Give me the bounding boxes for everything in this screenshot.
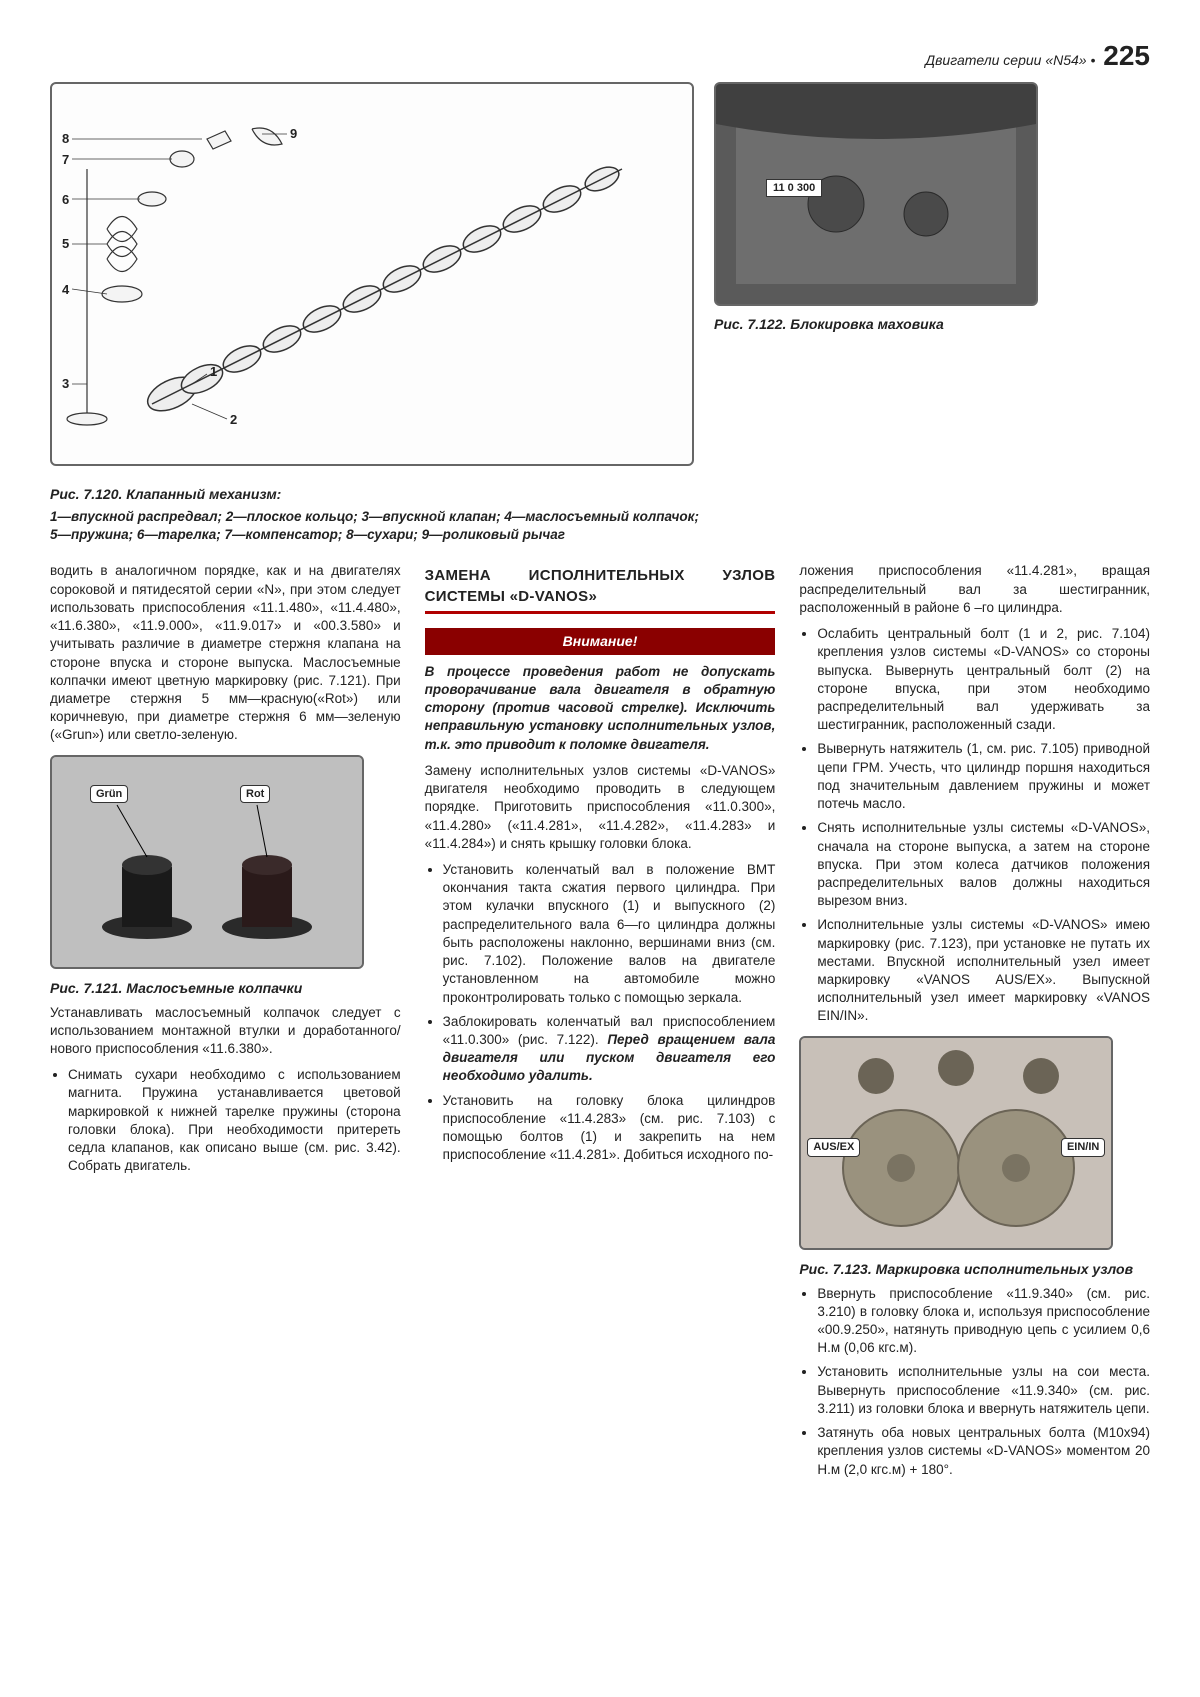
column-1: водить в аналогичном порядке, как и на д… (50, 562, 401, 1486)
figure-7-120-block: 3 4 5 6 7 8 9 1 2 (50, 82, 694, 466)
col1-bullet-1: Снимать сухари необходимо с использовани… (68, 1066, 401, 1175)
figure-7-120: 3 4 5 6 7 8 9 1 2 (50, 82, 694, 466)
col2-para1: Замену исполнительных узлов системы «D-V… (425, 762, 776, 853)
top-figure-row: 3 4 5 6 7 8 9 1 2 11 0 30 (50, 82, 1150, 466)
col1-bullets: Снимать сухари необходимо с использовани… (50, 1066, 401, 1175)
callout-7: 7 (62, 152, 69, 167)
col3-bullet-6: Установить исполнительные узлы на сои ме… (817, 1363, 1150, 1418)
figure-7-122-caption: Рис. 7.122. Блокировка маховика (714, 316, 1054, 332)
callout-2: 2 (230, 412, 237, 427)
figure-7-121: Grün Rot (50, 755, 364, 969)
section-title-dvanos: ЗАМЕНА ИСПОЛНИТЕЛЬНЫХ УЗЛОВ СИСТЕМЫ «D-V… (425, 566, 776, 614)
col3-bullet-1: Ослабить центральный болт (1 и 2, рис. 7… (817, 625, 1150, 734)
callout-5: 5 (62, 236, 69, 251)
col3-bullets-a: Ослабить центральный болт (1 и 2, рис. 7… (799, 625, 1150, 1026)
label-ein-in: EIN/IN (1061, 1138, 1105, 1157)
right-top-stack: 11 0 300 Рис. 7.122. Блокировка маховика (714, 82, 1054, 466)
col2-bullet-2: Заблокировать коленчатый вал приспособле… (443, 1013, 776, 1086)
col1-para2: Устанавливать маслосъемный колпачок след… (50, 1004, 401, 1059)
col3-bullets-b: Ввернуть приспособление «11.9.340» (см. … (799, 1285, 1150, 1479)
col3-bullet-3: Снять исполнительные узлы системы «D-VAN… (817, 819, 1150, 910)
page: Двигатели серии «N54» • 225 (0, 0, 1200, 1547)
callout-4: 4 (62, 282, 69, 297)
figure-7-120-caption: Рис. 7.120. Клапанный механизм: (50, 486, 710, 502)
page-number: 225 (1103, 40, 1150, 71)
col2-bullets: Установить коленчатый вал в положение ВМ… (425, 861, 776, 1165)
camshaft-diagram (52, 84, 692, 464)
callout-9: 9 (290, 126, 297, 141)
col3-bullet-4: Исполнительные узлы системы «D-VANOS» им… (817, 916, 1150, 1025)
engine-photo-placeholder (716, 84, 1036, 304)
figure-7-121-caption: Рис. 7.121. Маслосъемные колпачки (50, 979, 401, 998)
warning-text: В процессе проведения работ не допускать… (425, 663, 776, 754)
page-header: Двигатели серии «N54» • 225 (50, 40, 1150, 72)
label-rot: Rot (240, 785, 270, 804)
column-2: ЗАМЕНА ИСПОЛНИТЕЛЬНЫХ УЗЛОВ СИСТЕМЫ «D-V… (425, 562, 776, 1486)
col2-bullet-3: Установить на головку блока цилиндров пр… (443, 1092, 776, 1165)
figure-7-120-caption-block: Рис. 7.120. Клапанный механизм: 1—впускн… (50, 486, 710, 544)
tool-label-11-0-300: 11 0 300 (766, 179, 822, 197)
chapter-label: Двигатели серии «N54» • (925, 52, 1095, 68)
col1-para1: водить в аналогичном порядке, как и на д… (50, 562, 401, 744)
figure-7-123-caption: Рис. 7.123. Маркировка исполнительных уз… (799, 1260, 1150, 1279)
col2-bullet-1: Установить коленчатый вал в положение ВМ… (443, 861, 776, 1007)
callout-8: 8 (62, 131, 69, 146)
col3-bullet-7: Затянуть оба новых центральных болта (М1… (817, 1424, 1150, 1479)
label-aus-ex: AUS/EX (807, 1138, 860, 1157)
callout-1: 1 (210, 364, 217, 379)
label-gruen: Grün (90, 785, 128, 804)
figure-7-120-legend: 1—впускной распредвал; 2—плоское кольцо;… (50, 508, 710, 544)
callout-6: 6 (62, 192, 69, 207)
callout-3: 3 (62, 376, 69, 391)
figure-7-122: 11 0 300 (714, 82, 1038, 306)
col3-bullet-2: Вывернуть натяжитель (1, см. рис. 7.105)… (817, 740, 1150, 813)
figure-7-123: AUS/EX EIN/IN (799, 1036, 1113, 1250)
text-columns: водить в аналогичном порядке, как и на д… (50, 562, 1150, 1486)
column-3: ложения приспособления «11.4.281», враща… (799, 562, 1150, 1486)
col3-bullet-5: Ввернуть приспособление «11.9.340» (см. … (817, 1285, 1150, 1358)
col3-para1: ложения приспособления «11.4.281», враща… (799, 562, 1150, 617)
warning-box: Внимание! (425, 628, 776, 655)
